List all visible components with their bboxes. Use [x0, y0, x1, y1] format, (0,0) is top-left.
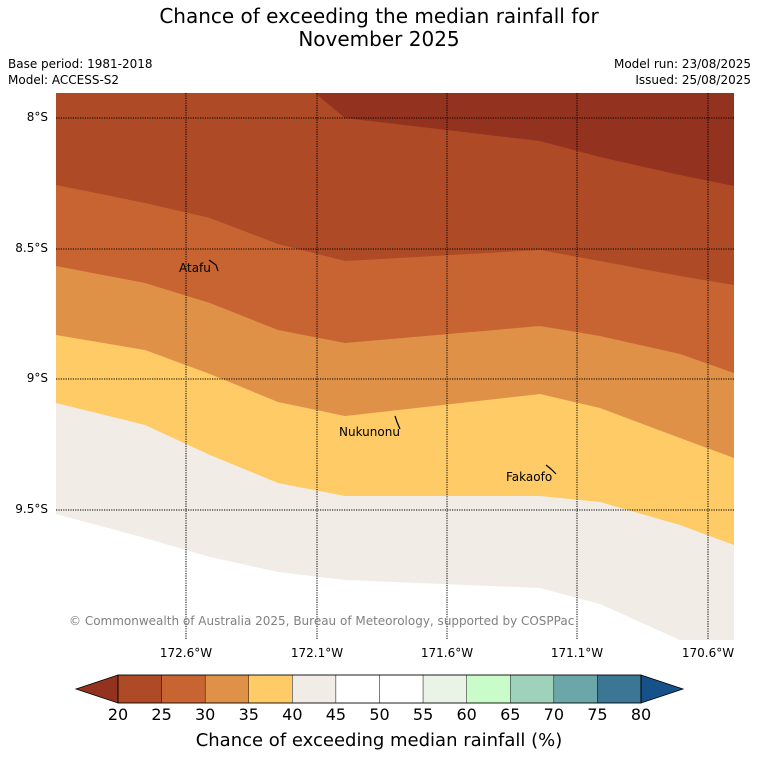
colorbar-cell	[248, 674, 293, 704]
colorbar-cell	[117, 674, 162, 704]
colorbar-cell	[466, 674, 511, 704]
colorbar-cell	[161, 674, 206, 704]
colorbar-over-arrow	[640, 674, 685, 704]
colorbar-cell	[204, 674, 249, 704]
colorbar-frame	[117, 674, 642, 704]
colorbar-tick-label: 70	[543, 705, 565, 724]
lon-label-172-6w: 172.6°W	[159, 646, 213, 660]
colorbar-label: Chance of exceeding median rainfall (%)	[195, 730, 563, 751]
place-fakaofo: Fakaofo	[506, 470, 553, 484]
colorbar-tick-label: 55	[412, 705, 434, 724]
colorbar-tick-label: 20	[107, 705, 129, 724]
lon-label-170-6w: 170.6°W	[681, 646, 735, 660]
colorbar-cell	[335, 674, 380, 704]
issued-date: Issued: 25/08/2025	[635, 73, 751, 87]
colorbar-cell	[422, 674, 467, 704]
grid-lines	[56, 93, 734, 640]
band-below-20	[315, 93, 734, 186]
lat-label-8s: 8°S	[26, 110, 48, 124]
atoll-outlines	[208, 259, 557, 475]
lon-label-172-1w: 172.1°W	[290, 646, 344, 660]
info-right: Model run: 23/08/2025 Issued: 25/08/2025	[614, 56, 751, 88]
colorbar-tick-label: 25	[151, 705, 172, 724]
colorbar-tick-label: 75	[587, 705, 608, 724]
info-left: Base period: 1981-2018 Model: ACCESS-S2	[8, 56, 153, 88]
title-line-1: Chance of exceeding the median rainfall …	[159, 4, 599, 28]
colorbar-tick-label: 30	[194, 705, 216, 724]
no-data-corner	[56, 636, 90, 640]
colorbar-tick-label: 45	[325, 705, 347, 724]
chart-title: Chance of exceeding the median rainfall …	[0, 5, 758, 51]
fakaofo-outline	[545, 464, 557, 475]
colorbar-tick-label: 35	[238, 705, 259, 724]
colorbar	[74, 674, 685, 704]
colorbar-cell	[553, 674, 598, 704]
lat-label-9-5s: 9.5°S	[15, 502, 48, 516]
colorbar-tick-label: 60	[456, 705, 477, 724]
lat-label-8-5s: 8.5°S	[15, 241, 48, 255]
colorbar-tick-label: 40	[282, 705, 303, 724]
place-atafu: Atafu	[179, 261, 211, 275]
copyright-notice: © Commonwealth of Australia 2025, Bureau…	[69, 614, 575, 628]
atafu-outline	[208, 259, 219, 272]
colorbar-cell	[292, 674, 337, 704]
colorbar-cell	[379, 674, 424, 704]
lon-label-171-6w: 171.6°W	[420, 646, 474, 660]
nukunonu-outline	[394, 415, 401, 430]
lat-label-9s: 9°S	[26, 371, 48, 385]
colorbar-cell	[597, 674, 642, 704]
base-period: Base period: 1981-2018	[8, 57, 153, 71]
colorbar-tick-label: 50	[369, 705, 390, 724]
colorbar-tick-label: 80	[630, 705, 652, 724]
title-line-2: November 2025	[298, 27, 460, 51]
no-data-area	[56, 514, 680, 640]
model-run: Model run: 23/08/2025	[613, 57, 751, 71]
colorbar-cells	[117, 674, 642, 704]
colorbar-cell	[510, 674, 555, 704]
place-nukunonu: Nukunonu	[339, 425, 400, 439]
lon-label-171-1w: 171.1°W	[550, 646, 604, 660]
model-name: Model: ACCESS-S2	[8, 73, 120, 87]
colorbar-under-arrow	[74, 674, 119, 704]
colorbar-tick-label: 65	[500, 705, 521, 724]
